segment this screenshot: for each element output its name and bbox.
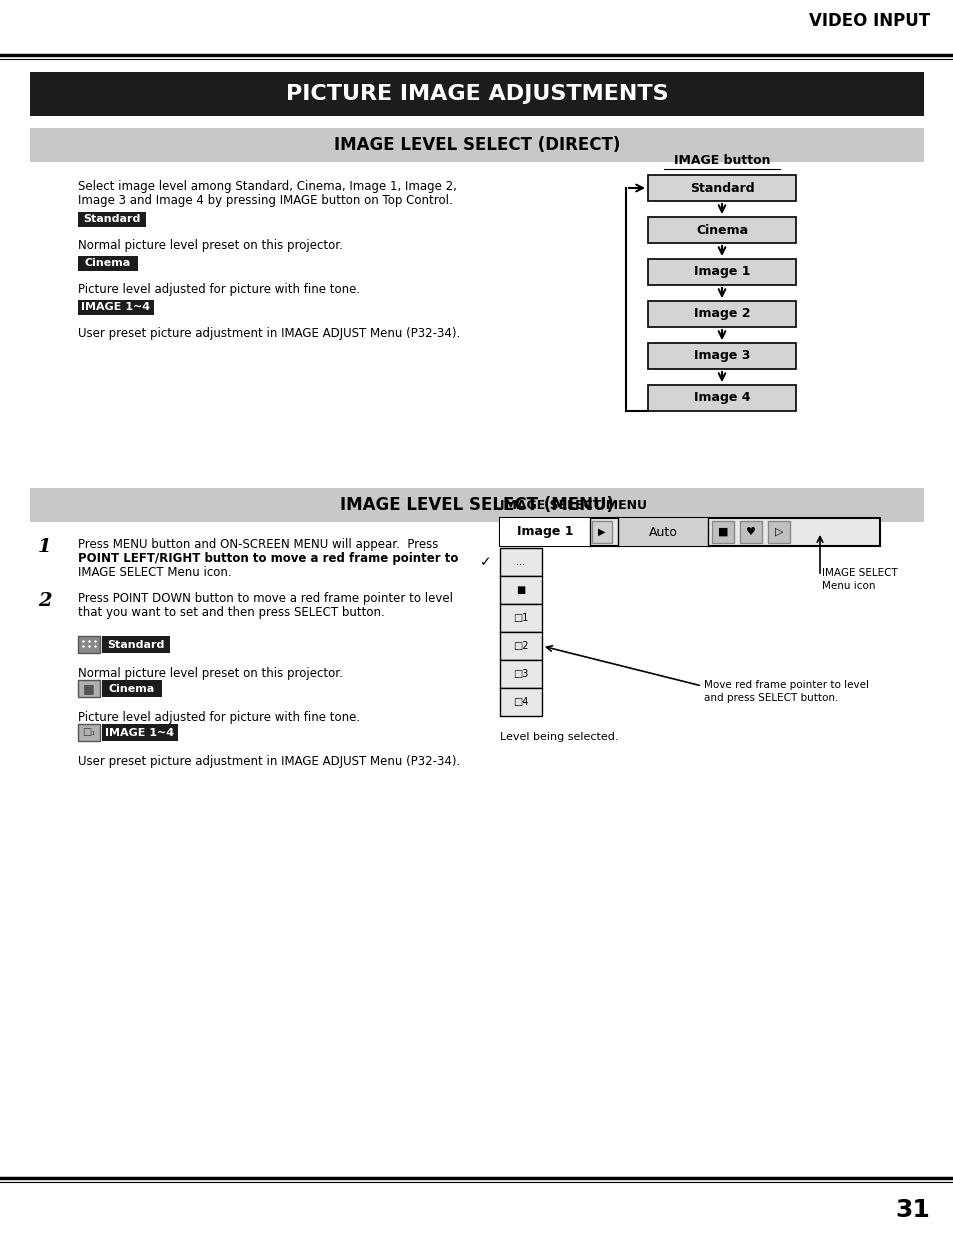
FancyBboxPatch shape: [102, 680, 162, 697]
FancyBboxPatch shape: [499, 576, 541, 604]
Text: ▷: ▷: [774, 527, 782, 537]
Text: Press MENU button and ON-SCREEN MENU will appear.  Press: Press MENU button and ON-SCREEN MENU wil…: [78, 538, 438, 551]
Text: POINT LEFT/RIGHT button to move a red frame pointer to: POINT LEFT/RIGHT button to move a red fr…: [78, 552, 457, 564]
FancyBboxPatch shape: [740, 521, 761, 543]
Text: Standard: Standard: [83, 215, 140, 225]
Text: Picture level adjusted for picture with fine tone.: Picture level adjusted for picture with …: [78, 283, 359, 296]
Text: □₁: □₁: [82, 727, 95, 737]
FancyBboxPatch shape: [499, 659, 541, 688]
Text: Standard: Standard: [689, 182, 754, 194]
FancyBboxPatch shape: [30, 128, 923, 162]
Text: Image 4: Image 4: [693, 391, 749, 405]
Text: IMAGE 1~4: IMAGE 1~4: [106, 727, 174, 737]
Text: Level being selected.: Level being selected.: [499, 732, 618, 742]
Text: Normal picture level preset on this projector.: Normal picture level preset on this proj…: [78, 667, 342, 680]
Text: Image 1: Image 1: [693, 266, 749, 279]
Text: □4: □4: [513, 697, 528, 706]
FancyBboxPatch shape: [592, 521, 612, 543]
Text: IMAGE button: IMAGE button: [673, 154, 769, 167]
FancyBboxPatch shape: [647, 217, 795, 243]
FancyBboxPatch shape: [78, 212, 146, 227]
FancyBboxPatch shape: [647, 175, 795, 201]
Text: ✓: ✓: [479, 555, 492, 569]
FancyBboxPatch shape: [78, 724, 100, 741]
Text: Auto: Auto: [648, 526, 677, 538]
FancyBboxPatch shape: [30, 72, 923, 116]
Text: □3: □3: [513, 669, 528, 679]
Text: ▶: ▶: [598, 527, 605, 537]
Text: 1: 1: [38, 538, 51, 556]
FancyBboxPatch shape: [647, 301, 795, 327]
Text: Standard: Standard: [107, 640, 165, 650]
Text: Move red frame pointer to level
and press SELECT button.: Move red frame pointer to level and pres…: [703, 680, 868, 703]
FancyBboxPatch shape: [499, 632, 541, 659]
Text: VIDEO INPUT: VIDEO INPUT: [808, 12, 929, 30]
Text: Cinema: Cinema: [85, 258, 131, 268]
Text: ♥: ♥: [745, 527, 755, 537]
FancyBboxPatch shape: [767, 521, 789, 543]
Text: ...: ...: [516, 557, 525, 567]
Text: IMAGE LEVEL SELECT (MENU): IMAGE LEVEL SELECT (MENU): [339, 496, 614, 514]
FancyBboxPatch shape: [78, 300, 153, 315]
FancyBboxPatch shape: [499, 604, 541, 632]
FancyBboxPatch shape: [499, 517, 589, 546]
FancyBboxPatch shape: [499, 548, 541, 576]
Text: Normal picture level preset on this projector.: Normal picture level preset on this proj…: [78, 240, 342, 252]
Text: Cinema: Cinema: [695, 224, 747, 236]
Text: User preset picture adjustment in IMAGE ADJUST Menu (P32-34).: User preset picture adjustment in IMAGE …: [78, 327, 459, 340]
Text: Picture level adjusted for picture with fine tone.: Picture level adjusted for picture with …: [78, 711, 359, 724]
Text: Press POINT DOWN button to move a red frame pointer to level: Press POINT DOWN button to move a red fr…: [78, 592, 453, 605]
FancyBboxPatch shape: [78, 256, 138, 270]
Text: that you want to set and then press SELECT button.: that you want to set and then press SELE…: [78, 606, 384, 619]
Text: IMAGE 1~4: IMAGE 1~4: [81, 303, 151, 312]
FancyBboxPatch shape: [78, 680, 100, 697]
Text: Image 1: Image 1: [517, 526, 573, 538]
Text: Select image level among Standard, Cinema, Image 1, Image 2,: Select image level among Standard, Cinem…: [78, 180, 456, 193]
Text: Image 3: Image 3: [693, 350, 749, 363]
Text: ■: ■: [717, 527, 727, 537]
Text: Cinema: Cinema: [109, 683, 155, 694]
FancyBboxPatch shape: [102, 636, 170, 653]
FancyBboxPatch shape: [102, 724, 178, 741]
Text: IMAGE SELECT Menu icon.: IMAGE SELECT Menu icon.: [78, 566, 232, 579]
Text: 2: 2: [38, 592, 51, 610]
Text: ■: ■: [83, 682, 94, 695]
FancyBboxPatch shape: [30, 488, 923, 522]
Text: Image 3 and Image 4 by pressing IMAGE button on Top Control.: Image 3 and Image 4 by pressing IMAGE bu…: [78, 194, 453, 207]
Text: 31: 31: [894, 1198, 929, 1221]
Text: □2: □2: [513, 641, 528, 651]
Text: ■: ■: [516, 585, 525, 595]
FancyBboxPatch shape: [647, 259, 795, 285]
FancyBboxPatch shape: [618, 517, 707, 546]
FancyBboxPatch shape: [711, 521, 733, 543]
Text: □1: □1: [513, 613, 528, 622]
FancyBboxPatch shape: [499, 688, 541, 716]
Text: IMAGE SELECT MENU: IMAGE SELECT MENU: [499, 499, 646, 513]
Text: Image 2: Image 2: [693, 308, 749, 321]
Text: IMAGE SELECT
Menu icon: IMAGE SELECT Menu icon: [821, 568, 897, 592]
Text: User preset picture adjustment in IMAGE ADJUST Menu (P32-34).: User preset picture adjustment in IMAGE …: [78, 755, 459, 768]
Text: PICTURE IMAGE ADJUSTMENTS: PICTURE IMAGE ADJUSTMENTS: [285, 84, 668, 104]
FancyBboxPatch shape: [499, 517, 879, 546]
Text: IMAGE LEVEL SELECT (DIRECT): IMAGE LEVEL SELECT (DIRECT): [334, 136, 619, 154]
FancyBboxPatch shape: [78, 636, 100, 653]
FancyBboxPatch shape: [647, 343, 795, 369]
FancyBboxPatch shape: [647, 385, 795, 411]
